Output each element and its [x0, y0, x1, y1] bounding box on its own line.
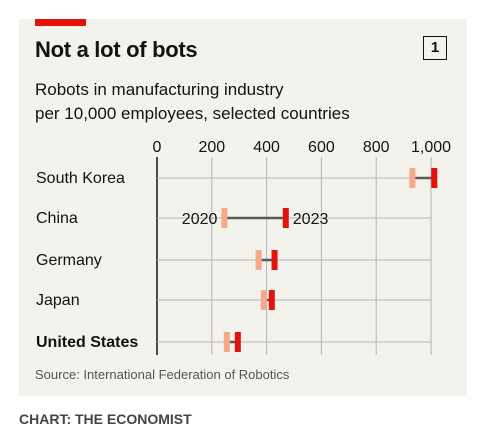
- chart-credit: CHART: THE ECONOMIST: [19, 411, 192, 427]
- marker-2023: [271, 250, 278, 270]
- x-tick-label: 200: [198, 139, 225, 156]
- marker-2020: [255, 250, 262, 270]
- chart-subtitle-line2: per 10,000 employees, selected countries: [35, 104, 350, 123]
- chart-title: Not a lot of bots: [35, 37, 198, 62]
- x-tick-label: 600: [308, 139, 335, 156]
- category-label: United States: [36, 334, 138, 351]
- brand-red-tab: [35, 19, 86, 26]
- series-label-2023: 2023: [293, 211, 329, 228]
- marker-2023: [234, 332, 241, 352]
- category-label: Germany: [36, 252, 102, 269]
- chart-panel: [19, 19, 467, 396]
- marker-2020: [409, 168, 416, 188]
- marker-2020: [260, 290, 267, 310]
- x-tick-label: 1,000: [411, 139, 451, 156]
- marker-2023: [268, 290, 275, 310]
- marker-2020: [223, 332, 230, 352]
- source-note: Source: International Federation of Robo…: [35, 367, 290, 382]
- marker-2023: [282, 208, 289, 228]
- x-tick-label: 800: [363, 139, 390, 156]
- series-label-2020: 2020: [182, 211, 218, 228]
- category-label: South Korea: [36, 170, 125, 187]
- chart-subtitle-line1: Robots in manufacturing industry: [35, 80, 284, 99]
- marker-2023: [431, 168, 438, 188]
- category-label: Japan: [36, 292, 80, 309]
- x-tick-label: 0: [153, 139, 162, 156]
- category-label: China: [36, 210, 78, 227]
- x-tick-label: 400: [253, 139, 280, 156]
- chart-subtitle: Robots in manufacturing industry per 10,…: [35, 78, 455, 126]
- marker-2020: [221, 208, 228, 228]
- chart-number-badge: 1: [423, 36, 447, 60]
